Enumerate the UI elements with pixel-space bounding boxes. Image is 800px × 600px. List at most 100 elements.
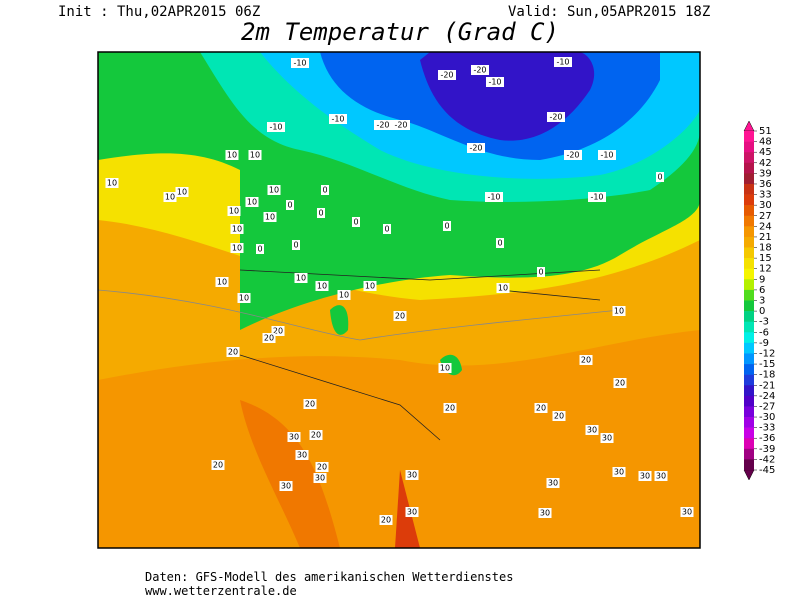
colorbar-band bbox=[744, 279, 754, 291]
contour-label: -20 bbox=[394, 121, 407, 130]
contour-label: 10 bbox=[614, 307, 624, 316]
contour-label-box bbox=[363, 281, 377, 291]
contour-label: -10 bbox=[556, 58, 569, 67]
contour-label: 10 bbox=[107, 179, 117, 188]
contour-label: -20 bbox=[549, 113, 562, 122]
colorbar-label: -15 bbox=[759, 359, 775, 370]
contour-label-box bbox=[267, 185, 281, 195]
contour-label: 0 bbox=[657, 173, 662, 182]
contour-label: 10 bbox=[232, 225, 242, 234]
contour-label: 30 bbox=[614, 468, 624, 477]
contour-label: 10 bbox=[498, 284, 508, 293]
map-title: 2m Temperatur (Grad C) bbox=[241, 18, 559, 46]
contour-label-box bbox=[329, 114, 347, 124]
contour-label: 30 bbox=[656, 472, 666, 481]
contour-label: 0 bbox=[538, 268, 543, 277]
contour-label-box bbox=[496, 238, 504, 248]
contour-label-box bbox=[245, 197, 259, 207]
colorbar-band bbox=[744, 258, 754, 270]
colorbar-band bbox=[744, 332, 754, 344]
valid-time: Valid: Sun,05APR2015 18Z bbox=[508, 4, 710, 20]
contour-label-box bbox=[279, 481, 293, 491]
colorbar-label: 36 bbox=[759, 179, 772, 190]
contour-label: 10 bbox=[232, 244, 242, 253]
contour-label-box bbox=[405, 470, 419, 480]
contour-label-box bbox=[393, 311, 407, 321]
colorbar-band bbox=[744, 236, 754, 248]
zone bbox=[98, 330, 700, 548]
contour-label: 10 bbox=[265, 213, 275, 222]
contour-label: -10 bbox=[600, 151, 613, 160]
contour-label: 20 bbox=[536, 404, 546, 413]
contour-label-box bbox=[315, 462, 329, 472]
contour-label: 0 bbox=[322, 186, 327, 195]
contour-label-box bbox=[438, 363, 452, 373]
contour-label-box bbox=[211, 460, 225, 470]
colorbar-band bbox=[744, 321, 754, 333]
contour-label-box bbox=[485, 192, 503, 202]
contour-label-box bbox=[163, 192, 177, 202]
contour-label: 20 bbox=[581, 356, 591, 365]
colorbar-label: -12 bbox=[759, 348, 775, 359]
contour-label-box bbox=[496, 283, 510, 293]
contour-label: -20 bbox=[469, 144, 482, 153]
contour-label-box bbox=[287, 432, 301, 442]
contour-label-box bbox=[225, 150, 239, 160]
colorbar-label: 12 bbox=[759, 264, 772, 275]
colorbar: 51484542393633302724211815129630-3-6-9-1… bbox=[743, 120, 775, 481]
contour-label: 30 bbox=[289, 433, 299, 442]
colorbar-band bbox=[744, 215, 754, 227]
colorbar-band bbox=[744, 417, 754, 428]
contour-label: 30 bbox=[640, 472, 650, 481]
contour-label-box bbox=[294, 273, 308, 283]
colorbar-label: 42 bbox=[759, 158, 772, 169]
contour-label-box bbox=[564, 150, 582, 160]
border bbox=[98, 289, 621, 341]
contour-label-box bbox=[534, 403, 548, 413]
contour-label-box bbox=[405, 507, 419, 517]
contour-label: 20 bbox=[395, 312, 405, 321]
contour-label-box bbox=[612, 306, 626, 316]
colorbar-band bbox=[744, 374, 754, 386]
contour-label: 20 bbox=[228, 348, 238, 357]
colorbar-arrow bbox=[743, 120, 755, 132]
contour-label: 10 bbox=[317, 282, 327, 291]
contour-label: 20 bbox=[213, 461, 223, 470]
contour-label-box bbox=[656, 172, 664, 182]
colorbar-label: 6 bbox=[759, 285, 765, 296]
contour-label: 10 bbox=[165, 193, 175, 202]
contour-label: 10 bbox=[177, 188, 187, 197]
contour-label: -10 bbox=[269, 123, 282, 132]
init-time: Init : Thu,02APR2015 06Z bbox=[58, 4, 260, 20]
contour-label: 30 bbox=[315, 474, 325, 483]
colorbar-label: 21 bbox=[759, 232, 772, 243]
colorbar-band bbox=[744, 300, 754, 312]
contour-label-box bbox=[175, 187, 189, 197]
contour-label: -10 bbox=[488, 78, 501, 87]
contour-label-box bbox=[471, 65, 489, 75]
contour-label-box bbox=[227, 206, 241, 216]
contour-label-box bbox=[613, 378, 627, 388]
contour-label-box bbox=[237, 293, 251, 303]
contour-label-box bbox=[248, 150, 262, 160]
contour-label: 20 bbox=[317, 463, 327, 472]
contour-label: 30 bbox=[602, 434, 612, 443]
contour-label-box bbox=[315, 281, 329, 291]
contour-label-box bbox=[552, 411, 566, 421]
contour-label-box bbox=[271, 326, 285, 336]
colorbar-label: -33 bbox=[759, 423, 775, 434]
contour-label: 20 bbox=[273, 327, 283, 336]
colorbar-band bbox=[744, 205, 754, 217]
contour-label-box bbox=[612, 467, 626, 477]
contour-label: 0 bbox=[318, 209, 323, 218]
colorbar-band bbox=[744, 395, 754, 407]
contour-label-box bbox=[654, 471, 668, 481]
colorbar-label: -36 bbox=[759, 433, 775, 444]
contour-label-box bbox=[379, 515, 393, 525]
colorbar-band bbox=[744, 226, 754, 238]
contour-label: 0 bbox=[444, 222, 449, 231]
contour-label-box bbox=[262, 333, 276, 343]
contour-label: -10 bbox=[487, 193, 500, 202]
contour-label: 10 bbox=[239, 294, 249, 303]
